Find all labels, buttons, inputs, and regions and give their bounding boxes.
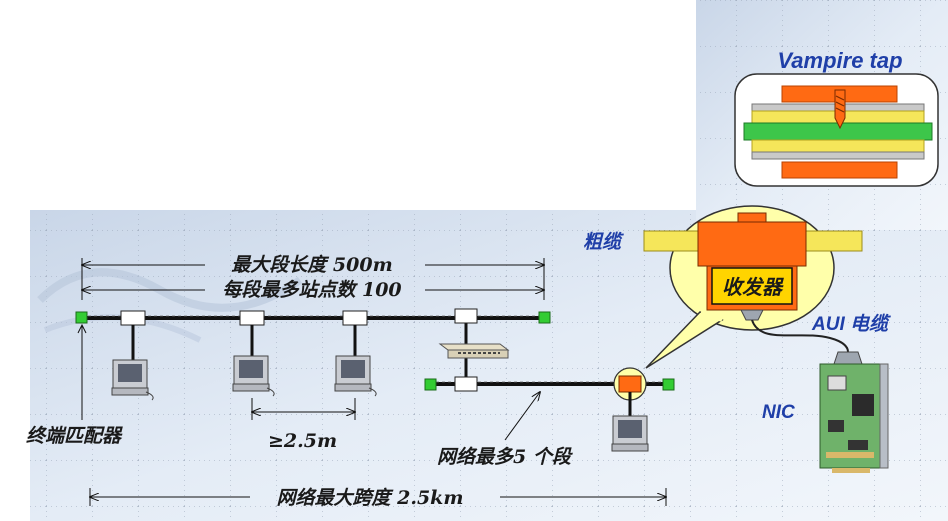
terminator-right [662,378,675,391]
terminator-label: 终端匹配器 [26,425,123,447]
repeater [438,308,510,392]
vampire-tap-callout: Vampire tap [734,48,939,187]
thick-cable-label: 粗缆 [583,231,624,253]
terminator-right [538,311,551,324]
min-spacing-label: ≥2.5m [268,430,337,452]
station [611,392,649,452]
aui-cable-label: AUI 电缆 [811,313,891,335]
max-span-dimension [90,488,666,506]
max-segments-pointer [504,392,540,441]
aui-cable [751,319,849,353]
max-segment-length-dimension [82,258,544,300]
station [232,310,275,397]
station [334,310,377,397]
max-segment-length-label: 最大段长度 500m [231,254,392,276]
terminator-pointer [77,323,87,420]
terminator-left [424,378,437,391]
max-segments-label: 网络最多5 个段 [437,446,573,468]
transceiver-label: 收发器 [722,275,784,299]
min-spacing-dimension [252,398,355,420]
station [111,310,154,401]
transceiver-callout: 收发器 [643,205,863,369]
max-stations-label: 每段最多站点数 100 [222,279,401,301]
nic-label: NIC [762,402,795,423]
max-span-label: 网络最大跨度 2.5km [277,487,464,509]
nic-card [819,351,889,473]
terminator-left [75,311,88,324]
vampire-tap-label: Vampire tap [777,48,902,73]
